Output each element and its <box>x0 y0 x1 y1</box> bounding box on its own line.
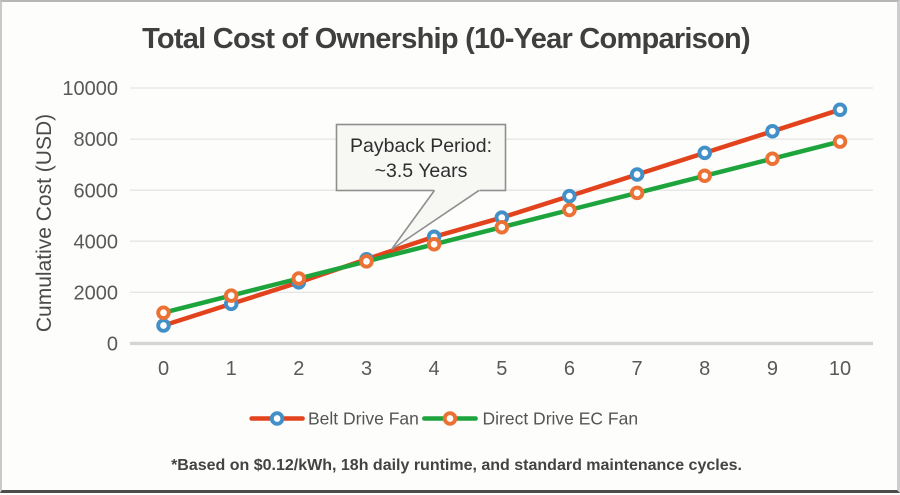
svg-text:4000: 4000 <box>74 231 119 253</box>
svg-text:7: 7 <box>632 358 643 380</box>
svg-text:8: 8 <box>699 358 710 380</box>
svg-text:4: 4 <box>429 358 440 380</box>
svg-text:1: 1 <box>226 358 237 380</box>
svg-text:Direct Drive EC Fan: Direct Drive EC Fan <box>483 409 639 429</box>
svg-text:~3.5 Years: ~3.5 Years <box>375 160 468 182</box>
svg-text:2000: 2000 <box>74 282 119 304</box>
svg-text:Cumulative Cost (USD): Cumulative Cost (USD) <box>33 114 56 332</box>
svg-text:8000: 8000 <box>74 129 119 151</box>
svg-text:10000: 10000 <box>62 78 118 100</box>
svg-text:5: 5 <box>496 358 507 380</box>
svg-text:2: 2 <box>293 358 304 380</box>
svg-text:Belt Drive Fan: Belt Drive Fan <box>308 409 419 429</box>
svg-text:10: 10 <box>829 358 851 380</box>
svg-text:0: 0 <box>107 334 118 356</box>
svg-text:0: 0 <box>158 358 169 380</box>
svg-text:6000: 6000 <box>74 180 119 202</box>
svg-text:*Based on $0.12/kWh, 18h daily: *Based on $0.12/kWh, 18h daily runtime, … <box>171 457 742 474</box>
svg-text:9: 9 <box>767 358 778 380</box>
svg-text:6: 6 <box>564 358 575 380</box>
svg-text:3: 3 <box>361 358 372 380</box>
svg-text:Total Cost of Ownership (10-Ye: Total Cost of Ownership (10-Year Compari… <box>142 23 750 55</box>
svg-text:Payback Period:: Payback Period: <box>350 135 492 157</box>
